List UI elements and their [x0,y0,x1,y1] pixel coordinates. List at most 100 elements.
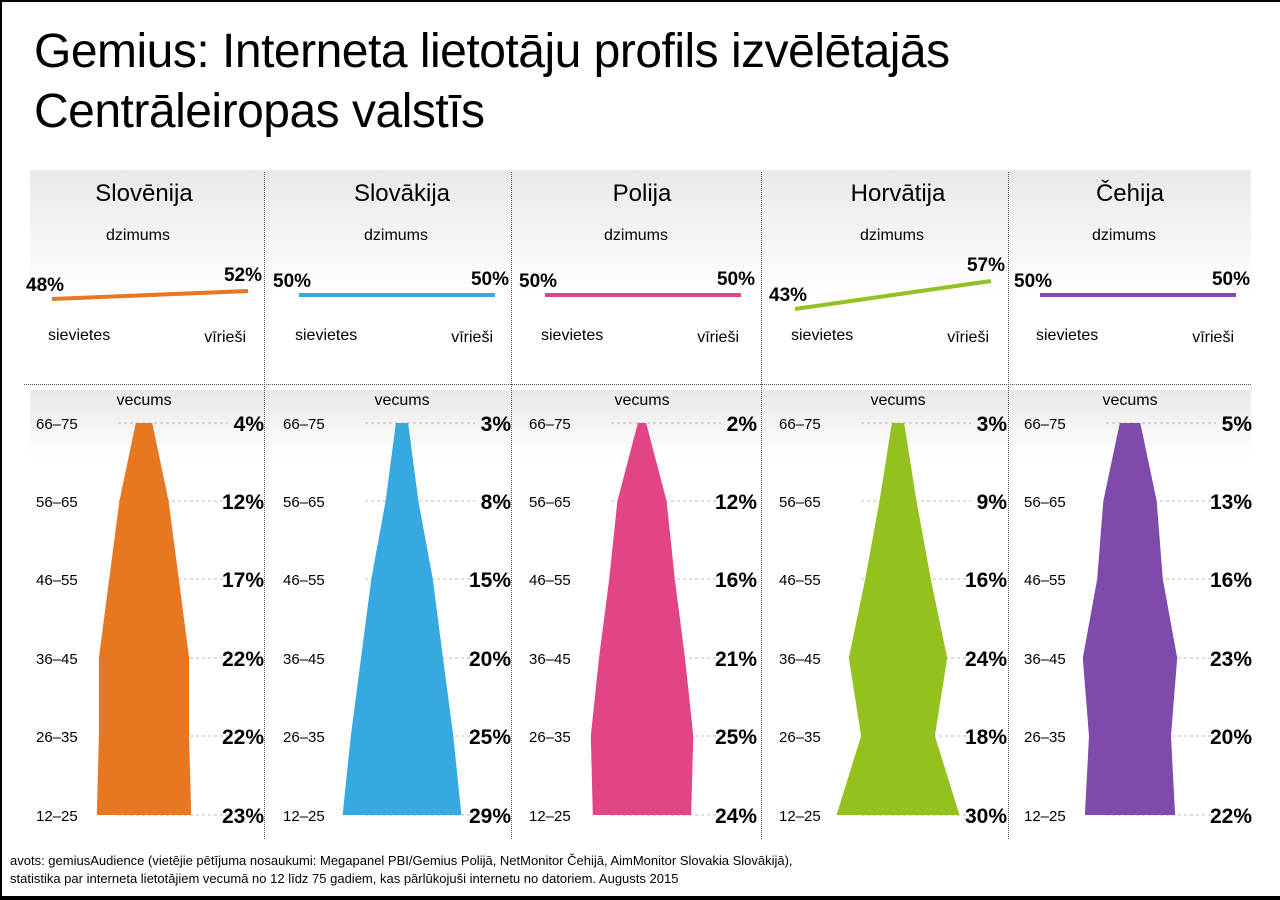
age-group-label: 66–75 [36,416,78,433]
age-percent-label: 3% [481,413,512,436]
age-percent-label: 8% [481,491,512,514]
gender-line [794,279,992,311]
age-percent-label: 29% [469,805,511,828]
age-group-label: 46–55 [283,572,325,589]
age-percent-label: 22% [1210,805,1252,828]
age-heading: vecums [116,392,171,409]
age-percent-label: 23% [1210,648,1252,671]
male-label: vīrieši [947,329,989,346]
age-group-label: 46–55 [529,572,571,589]
gender-heading: dzimums [604,227,668,244]
age-group-label: 56–65 [36,494,78,511]
frame-left-border [0,0,2,900]
age-percent-label: 21% [715,648,757,671]
male-percent-label: 50% [1212,269,1250,290]
female-percent-label: 48% [26,275,64,296]
age-group-label: 56–65 [1024,494,1066,511]
age-percent-label: 13% [1210,491,1252,514]
gender-section-background [30,170,1251,384]
age-percent-label: 15% [469,569,511,592]
chart-title-line-2: Centrāleiropas valstīs [34,85,485,138]
age-heading: vecums [1102,392,1157,409]
age-group-label: 36–45 [779,651,821,668]
chart-title: Gemius: Interneta lietotāju profils izvē… [34,22,1254,142]
age-group-label: 66–75 [529,416,571,433]
age-percent-label: 20% [469,648,511,671]
male-label: vīrieši [1192,329,1234,346]
age-group-label: 46–55 [1024,572,1066,589]
age-percent-label: 24% [965,648,1007,671]
age-percent-label: 24% [715,805,757,828]
gender-heading: dzimums [364,227,428,244]
age-group-label: 66–75 [1024,416,1066,433]
age-distribution-shape [590,423,694,815]
age-percent-label: 30% [965,805,1007,828]
column-divider [761,172,762,839]
source-note: avots: gemiusAudience (vietējie pētījuma… [10,852,1210,888]
country-name: Polija [613,180,672,207]
age-percent-label: 16% [715,569,757,592]
age-group-label: 26–35 [1024,729,1066,746]
age-heading: vecums [870,392,925,409]
female-percent-label: 50% [273,271,311,292]
female-percent-label: 50% [519,271,557,292]
column-divider [264,172,265,839]
age-percent-label: 25% [469,726,511,749]
age-percent-label: 12% [715,491,757,514]
age-group-label: 66–75 [779,416,821,433]
male-label: vīrieši [697,329,739,346]
age-distribution-shape [342,423,462,815]
gender-heading: dzimums [1092,227,1156,244]
age-group-label: 12–25 [283,808,325,825]
gender-line [51,289,249,301]
country-name: Slovēnija [95,180,193,207]
country-name: Horvātija [851,180,946,207]
female-label: sievietes [295,327,357,344]
age-group-label: 26–35 [529,729,571,746]
male-percent-label: 57% [967,255,1005,276]
male-label: vīrieši [204,329,246,346]
age-group-label: 26–35 [779,729,821,746]
age-group-label: 36–45 [283,651,325,668]
female-label: sievietes [48,327,110,344]
section-divider [24,384,1251,385]
age-distribution-shape [836,423,960,815]
age-group-label: 36–45 [36,651,78,668]
age-percent-label: 22% [222,648,264,671]
source-line-1: avots: gemiusAudience (vietējie pētījuma… [10,853,793,868]
age-percent-label: 3% [977,413,1008,436]
age-percent-label: 20% [1210,726,1252,749]
age-percent-label: 16% [1210,569,1252,592]
age-percent-label: 18% [965,726,1007,749]
column-divider [511,172,512,839]
age-group-label: 56–65 [283,494,325,511]
age-group-label: 26–35 [283,729,325,746]
country-name: Slovākija [354,180,451,207]
gender-heading: dzimums [106,227,170,244]
age-distribution-shape [1082,423,1178,815]
age-percent-label: 12% [222,491,264,514]
source-line-2: statistika par interneta lietotājiem vec… [10,871,679,886]
age-group-label: 46–55 [36,572,78,589]
chart-title-line-1: Gemius: Interneta lietotāju profils izvē… [34,25,950,78]
frame-top-border [0,0,1280,2]
age-group-label: 12–25 [1024,808,1066,825]
age-distribution-shape [96,423,192,815]
column-divider [1008,172,1009,839]
male-percent-label: 50% [471,269,509,290]
age-percent-label: 17% [222,569,264,592]
age-percent-label: 2% [727,413,758,436]
female-label: sievietes [541,327,603,344]
age-group-label: 46–55 [779,572,821,589]
male-percent-label: 50% [717,269,755,290]
male-label: vīrieši [451,329,493,346]
female-label: sievietes [1036,327,1098,344]
age-percent-label: 25% [715,726,757,749]
age-group-label: 12–25 [529,808,571,825]
age-group-label: 12–25 [36,808,78,825]
country-name: Čehija [1096,179,1165,207]
male-percent-label: 52% [224,265,262,286]
age-heading: vecums [614,392,669,409]
age-percent-label: 5% [1222,413,1253,436]
